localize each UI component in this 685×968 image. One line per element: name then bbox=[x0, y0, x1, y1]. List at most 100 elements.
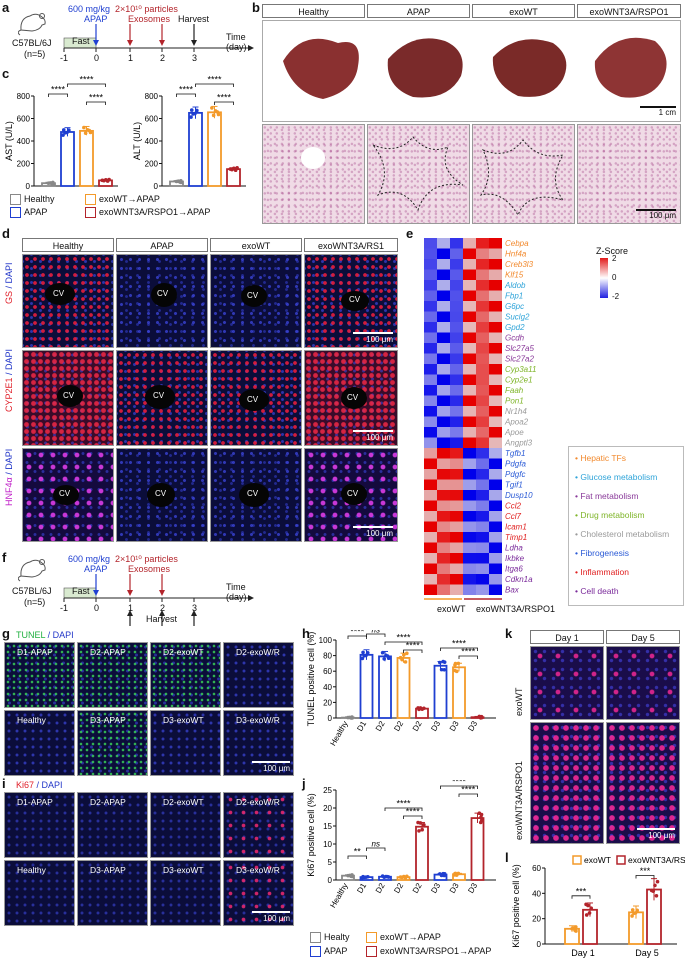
x-tick-label: D3 bbox=[466, 719, 479, 733]
data-point bbox=[584, 902, 588, 907]
particles-label-f: 2×10¹⁰ particles bbox=[115, 554, 178, 564]
y-tick-label: 600 bbox=[145, 115, 159, 124]
gene-label: Pon1 bbox=[505, 397, 524, 406]
category-legend-item: • Fibrogenesis bbox=[575, 548, 630, 558]
data-point bbox=[417, 829, 421, 833]
significance-label: **** bbox=[89, 93, 104, 103]
heatmap-cell bbox=[489, 563, 502, 574]
significance-label: **** bbox=[79, 75, 94, 85]
x-tick-label: Day 1 bbox=[571, 948, 595, 958]
heatmap-cell bbox=[424, 269, 437, 280]
x-tick-label: D3 bbox=[429, 719, 442, 733]
significance-bracket bbox=[458, 655, 478, 659]
micrograph-tile: D3-exoWT bbox=[150, 860, 221, 926]
gene-label: Tgfb1 bbox=[505, 449, 525, 458]
heatmap-cell bbox=[424, 427, 437, 438]
data-point bbox=[442, 668, 447, 672]
column-header: Day 1 bbox=[530, 630, 604, 644]
heatmap-cell bbox=[437, 574, 450, 585]
scale-bar: 100 μm bbox=[353, 430, 393, 442]
significance-label: **** bbox=[452, 639, 467, 649]
category-legend-item: • Fat metabolism bbox=[575, 491, 639, 501]
heatmap-cell bbox=[450, 458, 463, 469]
heatmap-cell bbox=[476, 290, 489, 301]
gs-tile-apap: CV bbox=[116, 254, 208, 348]
timeline-f bbox=[63, 574, 254, 626]
liver-photos: 1 cm bbox=[262, 20, 681, 122]
heatmap-cell bbox=[424, 311, 437, 322]
gene-label: Klf15 bbox=[505, 271, 524, 280]
data-point bbox=[438, 660, 442, 665]
significance-bracket bbox=[347, 855, 367, 859]
micrograph-tile: D2-exoWT bbox=[150, 642, 221, 708]
column-header: Day 5 bbox=[606, 630, 680, 644]
heatmap-cell bbox=[424, 238, 437, 249]
mouse-strain-f: C57BL/6J bbox=[12, 586, 52, 596]
x-tick-label: D1 bbox=[355, 719, 368, 733]
micrograph-tile: Healthy bbox=[4, 860, 75, 926]
heatmap-cell bbox=[424, 574, 437, 585]
heatmap-cell bbox=[476, 353, 489, 364]
data-point bbox=[422, 823, 426, 827]
tick-label: 1 bbox=[128, 53, 134, 63]
gene-label: Ccl2 bbox=[505, 502, 522, 511]
significance-bracket bbox=[67, 83, 106, 87]
data-point bbox=[441, 659, 445, 664]
row-label-cyp2e1: CYP2E1 / DAPI bbox=[4, 348, 14, 412]
heatmap-cell bbox=[489, 574, 502, 585]
tick-label: 3 bbox=[192, 603, 198, 613]
heatmap-cell bbox=[424, 301, 437, 312]
legend-label: exoWT→APAP bbox=[380, 932, 441, 942]
panel-label-g: g bbox=[2, 626, 10, 641]
bar bbox=[452, 666, 466, 719]
heatmap-cell bbox=[489, 437, 502, 448]
tile-label: D3-exoWT bbox=[163, 715, 204, 725]
heatmap-cell bbox=[437, 416, 450, 427]
panel-label-a: a bbox=[2, 0, 10, 15]
data-point bbox=[61, 128, 66, 132]
gene-label: Ccl7 bbox=[505, 512, 522, 521]
heatmap-cell bbox=[476, 511, 489, 522]
heatmap-cell bbox=[424, 280, 437, 291]
heatmap-cell bbox=[437, 406, 450, 417]
tile-label: D2-APAP bbox=[90, 797, 126, 807]
heatmap-cell bbox=[463, 563, 476, 574]
category-legend-item: • Hepatic TFs bbox=[575, 453, 626, 463]
heatmap-cell bbox=[463, 322, 476, 333]
micrograph-tile: D1-APAP bbox=[4, 642, 75, 708]
tile-label: D2-APAP bbox=[90, 647, 126, 657]
panel-label-d: d bbox=[2, 226, 10, 241]
heatmap-cell bbox=[424, 248, 437, 259]
heatmap-cell bbox=[463, 395, 476, 406]
gene-label: Hnf4a bbox=[505, 250, 527, 259]
data-point bbox=[228, 167, 233, 171]
zscore-min: -2 bbox=[612, 292, 620, 301]
panel-label-j: j bbox=[302, 776, 306, 791]
timeline-ticks-a: -1 0 1 2 3 bbox=[58, 53, 258, 65]
heatmap-cell bbox=[489, 248, 502, 259]
column-header: APAP bbox=[116, 238, 208, 252]
time-unit-f: (day) bbox=[226, 592, 247, 602]
heatmap-cell bbox=[437, 343, 450, 354]
scale-bar: 100 μm bbox=[252, 761, 290, 773]
y-tick-label: 40 bbox=[323, 683, 332, 692]
legend-label: exoWT→APAP bbox=[99, 194, 160, 204]
tile-label: D3-exoWT bbox=[163, 865, 204, 875]
heatmap-cell bbox=[463, 248, 476, 259]
micrograph-tile: D2-APAP bbox=[77, 792, 148, 858]
heatmap-cell bbox=[424, 458, 437, 469]
y-tick-label: 0 bbox=[26, 182, 31, 191]
data-point bbox=[382, 657, 387, 661]
significance-bracket bbox=[176, 93, 196, 97]
gene-label: Icam1 bbox=[505, 523, 527, 532]
y-tick-label: 20 bbox=[532, 915, 541, 924]
heatmap-cell bbox=[489, 332, 502, 343]
hnf4a-tile-healthy: CV bbox=[22, 448, 114, 542]
heatmap-cell bbox=[424, 374, 437, 385]
heatmap-cell bbox=[463, 374, 476, 385]
y-tick-label: 0 bbox=[154, 182, 159, 191]
significance-label: **** bbox=[396, 633, 411, 643]
heatmap-cell bbox=[463, 332, 476, 343]
heatmap-cell bbox=[450, 280, 463, 291]
heatmap-cell bbox=[463, 521, 476, 532]
